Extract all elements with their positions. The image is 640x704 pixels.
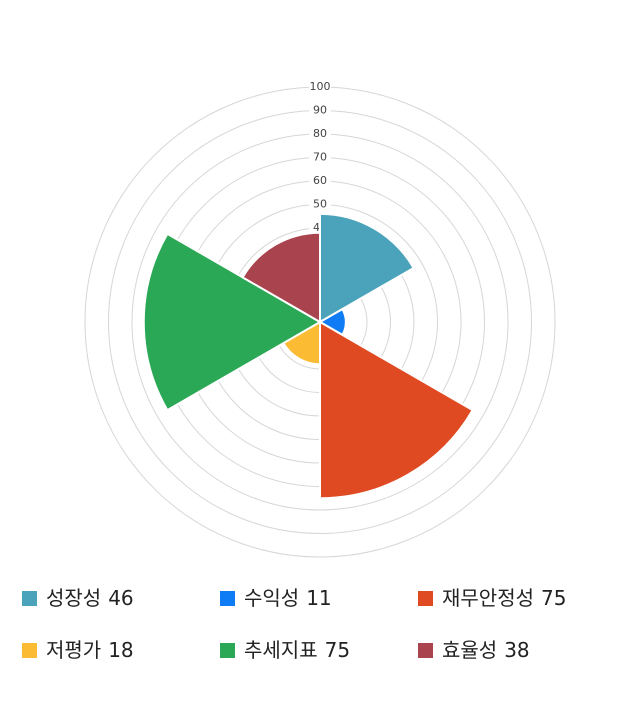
legend-name: 추세지표 bbox=[244, 638, 318, 662]
legend-swatch bbox=[418, 591, 433, 606]
legend-swatch bbox=[220, 591, 235, 606]
legend-label: 저평가 18 bbox=[46, 638, 134, 662]
legend-value: 75 bbox=[541, 586, 566, 610]
legend-label: 성장성 46 bbox=[46, 586, 134, 610]
legend-value: 11 bbox=[306, 586, 331, 610]
legend-label: 효율성 38 bbox=[442, 638, 530, 662]
legend-swatch bbox=[220, 643, 235, 658]
sector bbox=[241, 231, 321, 324]
legend-value: 18 bbox=[108, 638, 133, 662]
sector bbox=[319, 212, 415, 324]
legend-value: 75 bbox=[325, 638, 350, 662]
legend-label: 수익성 11 bbox=[244, 586, 332, 610]
legend-name: 저평가 bbox=[46, 638, 101, 662]
legend-name: 수익성 bbox=[244, 586, 299, 610]
legend-name: 성장성 bbox=[46, 586, 101, 610]
tick-backdrop bbox=[309, 128, 331, 140]
legend-name: 재무안정성 bbox=[442, 586, 534, 610]
legend-swatch bbox=[418, 643, 433, 658]
tick-label: 90 bbox=[313, 104, 327, 117]
tick-backdrop bbox=[309, 104, 331, 117]
tick-label: 60 bbox=[313, 174, 327, 187]
legend-value: 46 bbox=[108, 586, 133, 610]
legend-value: 38 bbox=[504, 638, 529, 662]
tick-backdrop bbox=[309, 198, 331, 211]
legend-swatch bbox=[22, 643, 37, 658]
tick-label: 70 bbox=[313, 151, 327, 164]
sector bbox=[142, 232, 323, 412]
tick-backdrop bbox=[309, 151, 331, 164]
legend-label: 재무안정성 75 bbox=[442, 586, 566, 610]
tick-label: 80 bbox=[313, 127, 327, 140]
tick-backdrop bbox=[309, 175, 331, 187]
legend-label: 추세지표 75 bbox=[244, 638, 350, 662]
legend-name: 효율성 bbox=[442, 638, 497, 662]
sector bbox=[319, 320, 475, 500]
legend-swatch bbox=[22, 591, 37, 606]
tick-label: 100 bbox=[310, 80, 331, 93]
tick-backdrop bbox=[309, 81, 331, 93]
tick-label: 50 bbox=[313, 198, 327, 211]
